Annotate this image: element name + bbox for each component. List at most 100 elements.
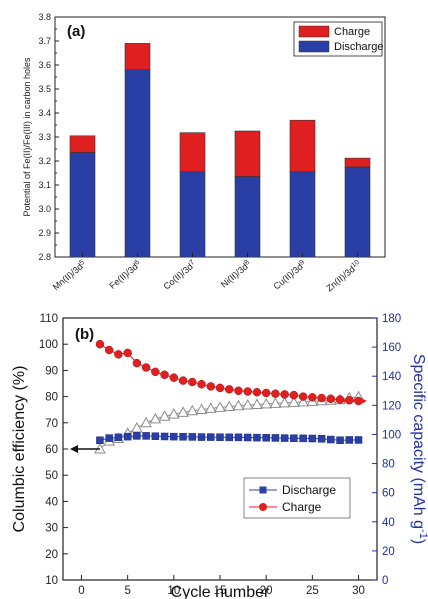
efficiency-point — [241, 398, 254, 410]
panel-b-ytick-label: 100 — [39, 339, 58, 351]
panel-b-ytick-label: 20 — [45, 549, 58, 561]
panel-a-ylabel: Potential of Fe(II)/Fe(III) in carbon ho… — [22, 57, 32, 217]
bar-charge — [124, 43, 151, 71]
charge-point — [335, 395, 345, 404]
bar-discharge — [124, 69, 151, 258]
bar-discharge — [234, 176, 261, 258]
panel-b-y2tick-label: 60 — [382, 488, 395, 500]
panel-b-label: (b) — [75, 326, 94, 343]
discharge-point — [133, 432, 141, 440]
panel-b-legend — [243, 477, 351, 519]
discharge-point — [179, 433, 187, 441]
discharge-point — [123, 432, 132, 441]
discharge-point — [243, 433, 252, 442]
panel-b-xtick-label: 30 — [352, 585, 365, 597]
panel-a-ytick-label: 2.9 — [38, 228, 51, 238]
panel-b-y2tick-label: 160 — [382, 342, 401, 354]
charge-point — [308, 393, 317, 402]
efficiency-point — [288, 396, 300, 407]
discharge-point — [114, 433, 123, 442]
bar-charge — [179, 132, 206, 173]
discharge-point — [280, 434, 289, 442]
bar-discharge — [289, 171, 316, 258]
charge-point — [317, 393, 326, 403]
discharge-point — [160, 432, 169, 441]
efficiency-point — [223, 400, 236, 412]
charge-point — [206, 382, 216, 391]
discharge-point — [317, 435, 326, 443]
discharge-point — [354, 436, 363, 444]
panel-b-xtick-label: 5 — [124, 585, 130, 597]
panel-a-ytick-label: 3.0 — [38, 204, 51, 214]
charge-point — [326, 394, 336, 404]
panel-b-xtick-label: 20 — [260, 585, 273, 597]
discharge-point — [290, 434, 298, 442]
panel-b-ytick-label: 110 — [40, 313, 58, 325]
charge-point — [234, 386, 243, 396]
bar-charge — [69, 135, 96, 153]
arrow-left-head — [70, 445, 78, 453]
charge-point — [123, 348, 132, 358]
panel-b-y2tick-label: 120 — [382, 400, 401, 412]
panel-b-xtick-label: 15 — [214, 585, 227, 597]
efficiency-point — [140, 416, 152, 428]
panel-a-category-label: Co(II)/3d7 — [161, 258, 198, 291]
efficiency-point — [167, 408, 180, 419]
panel-b-ytick-label: 60 — [45, 444, 58, 456]
panel-b-y2tick-label: 140 — [382, 371, 401, 383]
arrow-right-head — [359, 396, 367, 405]
charge-point — [151, 367, 160, 377]
panel-a-ytick-label: 3.5 — [38, 84, 51, 94]
bar-discharge — [344, 166, 371, 258]
charge-point — [243, 387, 252, 396]
panel-b-ytick-label: 70 — [45, 418, 58, 430]
panel-a-ytick-label: 3.4 — [38, 108, 51, 118]
panel-a-label: (a) — [67, 23, 85, 40]
charge-point — [197, 379, 206, 389]
panel-b-ytick-label: 50 — [45, 470, 58, 482]
panel-a-ytick-label: 2.8 — [38, 252, 51, 262]
panel-b-y2tick-label: 80 — [382, 459, 395, 471]
discharge-point — [262, 434, 270, 442]
panel-b-ytick-label: 30 — [45, 523, 58, 535]
discharge-point — [299, 434, 307, 443]
panel-a-category-label: Fe(II)/3d6 — [107, 258, 143, 290]
panel-b-ytick-label: 10 — [45, 575, 58, 587]
panel-a-ytick-label: 3.1 — [38, 180, 51, 190]
panel-b-xtick-label: 25 — [306, 585, 319, 597]
charge-point — [169, 373, 179, 382]
charge-point — [160, 370, 169, 380]
panel-b-y2tick-label: 40 — [382, 517, 395, 529]
bar-discharge — [179, 171, 206, 258]
discharge-point — [142, 432, 150, 440]
discharge-point — [253, 433, 261, 442]
panel-a-category-label: Mn(II)/3d5 — [50, 258, 87, 292]
efficiency-point — [149, 412, 162, 424]
legend-label-charge-b: Charge — [282, 500, 322, 514]
charge-point — [178, 376, 188, 385]
legend-marker-charge — [259, 503, 267, 511]
efficiency-point — [297, 395, 309, 407]
panel-b-y2tick-label: 0 — [382, 575, 388, 587]
panel-a-ytick-label: 3.3 — [38, 132, 51, 142]
panel-b-xtick-label: 0 — [78, 585, 84, 597]
discharge-point — [225, 433, 233, 442]
efficiency-point — [204, 402, 217, 413]
efficiency-point — [195, 403, 208, 414]
efficiency-point — [186, 404, 199, 416]
charge-point — [224, 385, 234, 394]
charge-point — [141, 363, 151, 372]
efficiency-point — [278, 396, 291, 408]
efficiency-point — [269, 397, 282, 408]
legend-label-charge: Charge — [334, 26, 370, 38]
charge-point — [215, 383, 225, 393]
efficiency-point — [131, 422, 143, 433]
legend-swatch-charge — [298, 25, 330, 38]
charge-point — [188, 377, 197, 387]
charge-point — [280, 390, 289, 399]
panel-b-y2tick-label: 100 — [382, 429, 401, 441]
legend-label-discharge-b: Discharge — [282, 483, 336, 497]
panel-b-ytick-label: 80 — [45, 392, 58, 404]
bar-charge — [234, 130, 261, 177]
